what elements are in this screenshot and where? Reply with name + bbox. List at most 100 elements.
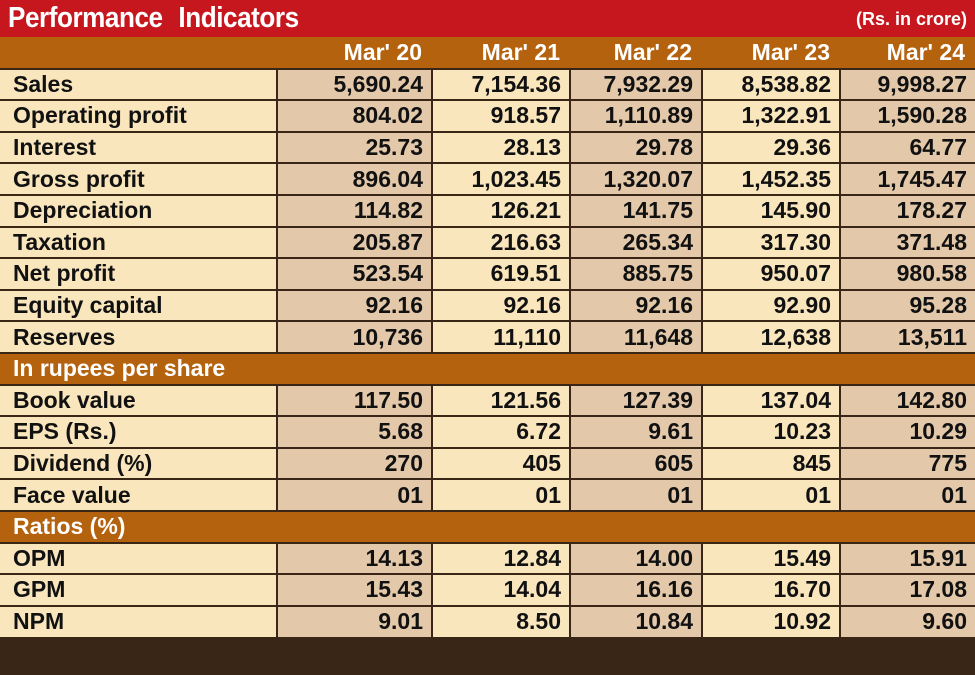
value-cell: 270 — [276, 446, 432, 480]
table-row: Depreciation 114.82 126.21 141.75 145.90 178.… — [0, 193, 975, 227]
row-label: Equity capital — [0, 288, 277, 322]
value-cell: 1,110.89 — [569, 99, 702, 132]
value-cell: 15.43 — [276, 573, 432, 606]
value-cell: 1,322.91 — [701, 99, 840, 132]
value-cell: 619.51 — [431, 257, 570, 290]
value-cell: 142.80 — [839, 383, 975, 417]
value-cell: 10.29 — [839, 415, 975, 448]
row-label: OPM — [0, 541, 277, 575]
value-cell: 17.08 — [839, 573, 975, 606]
value-cell: 01 — [569, 478, 702, 511]
table-row: Gross profit 896.04 1,023.45 1,320.07 1,452.… — [0, 162, 975, 195]
value-cell: 1,745.47 — [839, 162, 975, 195]
value-cell: 8,538.82 — [701, 67, 840, 101]
table-row: Operating profit 804.02 918.57 1,110.89 1,32… — [0, 99, 975, 132]
row-label: Net profit — [0, 257, 277, 290]
value-cell: 64.77 — [839, 130, 975, 164]
value-cell: 14.04 — [431, 573, 570, 606]
value-cell: 205.87 — [276, 225, 432, 259]
row-label: NPM — [0, 604, 277, 638]
table-row: OPM 14.13 12.84 14.00 15.49 15.91 — [0, 541, 975, 575]
value-cell: 371.48 — [839, 225, 975, 259]
column-header: Mar' 21 — [432, 37, 570, 69]
row-label: Book value — [0, 383, 277, 417]
row-label: Face value — [0, 478, 277, 511]
title-bar: Performance Indicators (Rs. in crore) — [0, 0, 975, 37]
value-cell: 9.61 — [569, 415, 702, 448]
value-cell: 14.13 — [276, 541, 432, 575]
column-header: Mar' 20 — [277, 37, 432, 69]
value-cell: 11,110 — [431, 320, 570, 353]
value-cell: 896.04 — [276, 162, 432, 195]
value-cell: 950.07 — [701, 257, 840, 290]
value-cell: 92.90 — [701, 288, 840, 322]
value-cell: 126.21 — [431, 193, 570, 227]
value-cell: 804.02 — [276, 99, 432, 132]
unit-label: (Rs. in crore) — [855, 9, 967, 29]
section-header-row: Ratios (%) — [0, 509, 975, 543]
section-title: Ratios (%) — [0, 509, 975, 543]
table-row: Equity capital 92.16 92.16 92.16 92.90 95.28 — [0, 288, 975, 322]
value-cell: 885.75 — [569, 257, 702, 290]
value-cell: 25.73 — [276, 130, 432, 164]
table-row: Net profit 523.54 619.51 885.75 950.07 980.58 — [0, 257, 975, 290]
value-cell: 11,648 — [569, 320, 702, 353]
value-cell: 9.60 — [839, 604, 975, 638]
table-row: Face value 01 01 01 01 01 — [0, 478, 975, 511]
value-cell: 216.63 — [431, 225, 570, 259]
row-label: Sales — [0, 67, 277, 101]
value-cell: 1,452.35 — [701, 162, 840, 195]
value-cell: 1,320.07 — [569, 162, 702, 195]
section-header-row: In rupees per share — [0, 351, 975, 385]
row-label: Depreciation — [0, 193, 277, 227]
value-cell: 141.75 — [569, 193, 702, 227]
value-cell: 29.36 — [701, 130, 840, 164]
row-label: Operating profit — [0, 99, 277, 132]
row-label: Taxation — [0, 225, 277, 259]
value-cell: 9.01 — [276, 604, 432, 638]
table-row: Reserves 10,736 11,110 11,648 12,638 13,511 — [0, 320, 975, 353]
column-header: Mar' 22 — [570, 37, 702, 69]
value-cell: 01 — [839, 478, 975, 511]
value-cell: 01 — [276, 478, 432, 511]
value-cell: 317.30 — [701, 225, 840, 259]
value-cell: 6.72 — [431, 415, 570, 448]
column-header: Mar' 24 — [840, 37, 975, 69]
header-blank-cell — [0, 37, 277, 69]
row-label: EPS (Rs.) — [0, 415, 277, 448]
value-cell: 16.16 — [569, 573, 702, 606]
value-cell: 980.58 — [839, 257, 975, 290]
value-cell: 14.00 — [569, 541, 702, 575]
value-cell: 10,736 — [276, 320, 432, 353]
value-cell: 8.50 — [431, 604, 570, 638]
value-cell: 7,154.36 — [431, 67, 570, 101]
table-row: Book value 117.50 121.56 127.39 137.04 142.80 — [0, 383, 975, 417]
value-cell: 15.49 — [701, 541, 840, 575]
value-cell: 29.78 — [569, 130, 702, 164]
value-cell: 01 — [701, 478, 840, 511]
value-cell: 405 — [431, 446, 570, 480]
indicators-table: Mar' 20 Mar' 21 Mar' 22 Mar' 23 Mar' 24 … — [0, 37, 975, 638]
table-row: EPS (Rs.) 5.68 6.72 9.61 10.23 10.29 — [0, 415, 975, 448]
column-header: Mar' 23 — [702, 37, 840, 69]
value-cell: 12.84 — [431, 541, 570, 575]
value-cell: 28.13 — [431, 130, 570, 164]
value-cell: 10.84 — [569, 604, 702, 638]
value-cell: 145.90 — [701, 193, 840, 227]
value-cell: 137.04 — [701, 383, 840, 417]
row-label: GPM — [0, 573, 277, 606]
value-cell: 01 — [431, 478, 570, 511]
value-cell: 114.82 — [276, 193, 432, 227]
value-cell: 775 — [839, 446, 975, 480]
row-label: Reserves — [0, 320, 277, 353]
value-cell: 92.16 — [276, 288, 432, 322]
table-row: Interest 25.73 28.13 29.78 29.36 64.77 — [0, 130, 975, 164]
value-cell: 16.70 — [701, 573, 840, 606]
table-row: NPM 9.01 8.50 10.84 10.92 9.60 — [0, 604, 975, 638]
value-cell: 605 — [569, 446, 702, 480]
page-title: Performance Indicators — [8, 2, 299, 34]
table-row: Sales 5,690.24 7,154.36 7,932.29 8,538.82 9,9… — [0, 67, 975, 101]
value-cell: 10.23 — [701, 415, 840, 448]
value-cell: 121.56 — [431, 383, 570, 417]
